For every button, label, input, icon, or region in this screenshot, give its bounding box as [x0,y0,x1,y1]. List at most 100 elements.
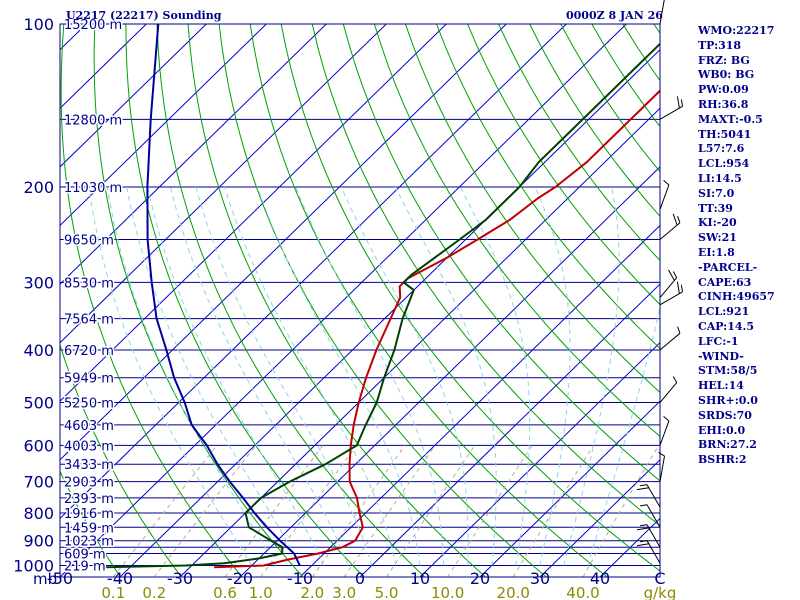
dry-adiabat [342,24,660,482]
height-label: 6720 m [64,344,114,359]
moist-adiabat [534,186,571,566]
moist-adiabat [257,186,421,566]
isotherm-line [239,166,660,577]
dry-adiabat [467,24,660,306]
moist-adiabat [587,305,660,566]
isotherm-line [60,24,387,344]
index-line: TP:318 [698,38,742,52]
index-line: KI:-20 [698,216,737,230]
index-line: -WIND- [698,349,744,363]
isotherm-line [419,341,660,577]
index-line: SI:7.0 [698,186,735,200]
isotherm-line [60,24,267,227]
temperature-label: 20 [470,569,490,588]
moist-adiabat [170,186,349,566]
dry-adiabat [311,24,660,527]
wind-barb [659,213,681,240]
mixing-ratio-label: 20.0 [497,584,530,600]
pressure-label: 600 [23,436,54,455]
temperature-trace [214,89,660,569]
temperature-label: 40 [590,569,610,588]
index-line: HEL:14 [698,379,744,393]
mixing-ratio-label: 5.0 [375,584,399,600]
height-label: 2903 m [64,476,114,491]
index-line: -PARCEL- [698,260,758,274]
temperature-label: 30 [530,569,550,588]
moist-adiabat [340,186,469,566]
mixing-ratio-label: 10.0 [431,584,464,600]
wind-barb [636,540,661,564]
index-line: EI:1.8 [698,245,735,259]
pressure-label: 1000 [13,557,54,576]
isotherm-line [60,24,567,520]
height-label: 15200 m [64,18,122,33]
isotherm-line [60,24,327,285]
mixing-ratio-label: 40.0 [566,584,599,600]
index-line: WB0: BG [698,68,755,82]
wind-barb [659,269,678,298]
moist-adiabat [459,186,531,566]
mixing-ratio-line [153,445,257,577]
index-line: STM:58/5 [698,364,758,378]
index-line: WMO:22217 [698,24,775,37]
isotherm-line [359,283,660,577]
pressure-label: 100 [23,15,54,34]
moist-adiabat [147,186,325,566]
isotherm-line [60,24,447,402]
index-line: LFC:-1 [698,334,739,348]
dry-adiabat [218,24,547,577]
dry-adiabat [498,24,660,262]
mixing-ratio-label: 0.2 [142,584,166,600]
height-label: 1916 m [64,507,114,522]
wind-barb [659,281,684,306]
index-line: TH:5041 [698,127,752,141]
index-line: EHI:0.0 [698,423,746,437]
index-line: BSHR:2 [698,453,747,467]
wind-barb [659,180,670,210]
pressure-label: 400 [23,341,54,360]
mixing-ratio-line [582,445,659,577]
wind-barb [636,524,661,548]
pressure-label: 300 [23,273,54,292]
temperature-label: -40 [107,569,133,588]
temperature-label: 0 [355,569,365,588]
height-label: 11030 m [64,181,122,196]
moist-adiabat [394,186,497,566]
index-line: LI:14.5 [698,171,742,185]
index-line: PW:0.09 [698,83,749,97]
temperature-label: C [654,569,665,588]
plot-frame [59,23,661,578]
dry-adiabat [249,24,608,577]
temperature-label: -50 [47,569,73,588]
temperature-label: -10 [287,569,313,588]
mixing-ratio-line [311,445,406,577]
pressure-label: 200 [23,178,54,197]
wind-barb [658,452,666,482]
dry-adiabat [60,470,121,577]
wind-barb [659,416,670,446]
parcel-trace [146,24,301,566]
chart-time: 0000Z 8 JAN 26 [566,9,663,22]
temperature-label: -30 [167,569,193,588]
index-line: CAP:14.5 [698,319,755,333]
height-label: 609 m [64,547,106,562]
mixing-ratio-line [112,445,218,577]
temperature-label: -20 [227,569,253,588]
height-label: 4003 m [64,439,114,454]
height-label: 7564 m [64,313,114,328]
mixing-ratio-line [386,445,476,577]
wind-barb [659,326,681,351]
pressure-label: 700 [23,473,54,492]
mixing-ratio-label: 0.6 [213,584,237,600]
mixing-ratio-label: 1.0 [249,584,273,600]
wind-barb [636,484,661,508]
height-label: 12800 m [64,113,122,128]
dry-adiabat [436,24,660,350]
plot-area [60,24,660,577]
index-line: RH:36.8 [698,97,749,111]
moist-adiabat [88,186,253,566]
index-line: MAXT:-0.5 [698,112,763,126]
pressure-label: 500 [23,394,54,413]
